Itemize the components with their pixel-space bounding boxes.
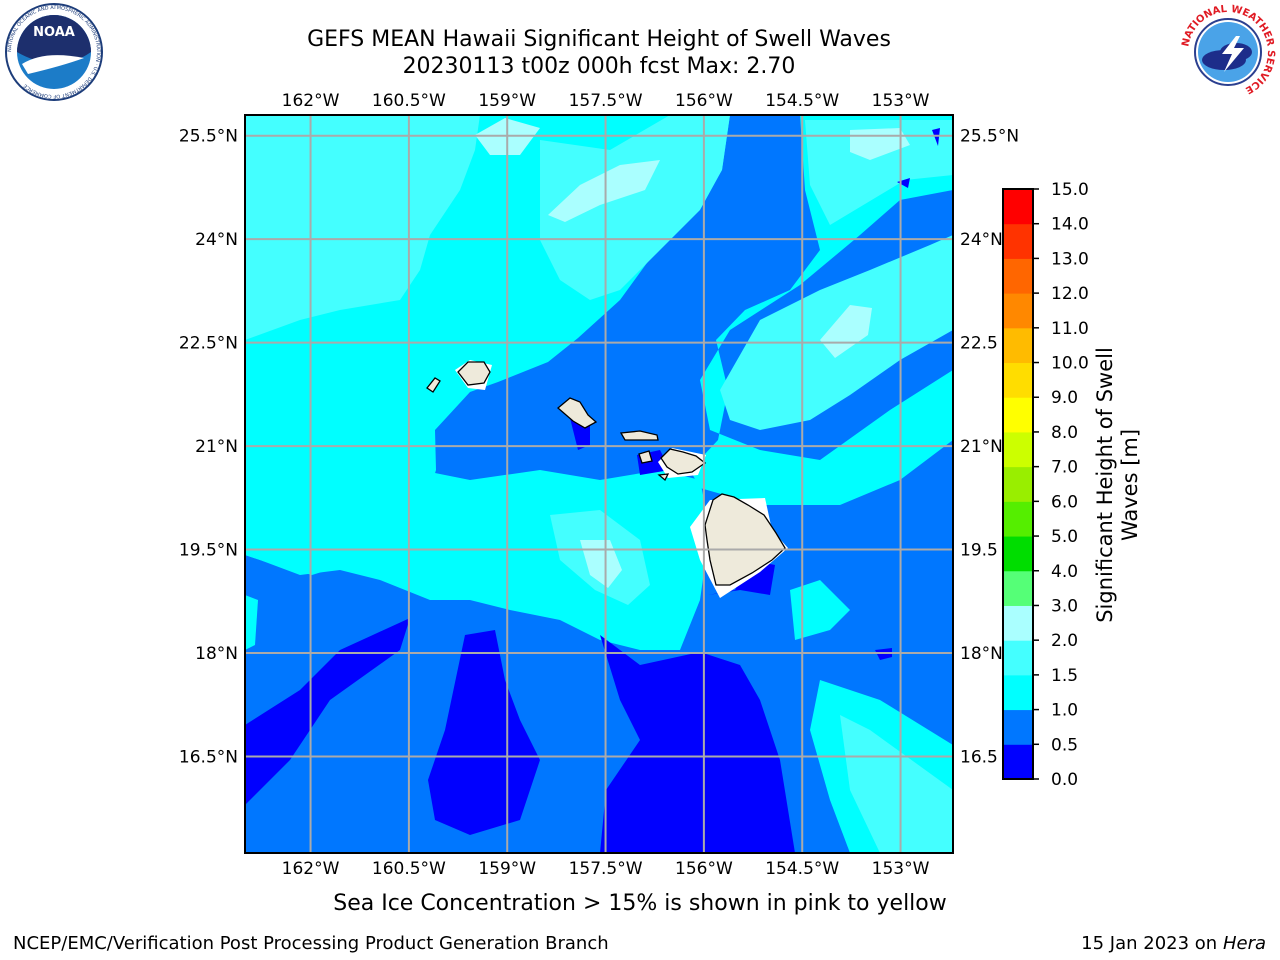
lon-tick-label-top: 153°W: [872, 91, 930, 111]
colorbar-tick-label: 0.0: [1051, 770, 1078, 790]
lat-tick-label-right: 16.5: [960, 747, 998, 767]
lon-tick-label-bottom: 153°W: [872, 859, 930, 879]
lon-tick-label-top: 159°W: [478, 91, 536, 111]
contour-0.0-0.5-south: [600, 635, 795, 853]
island-niihau: [426, 377, 441, 393]
colorbar-tick-label: 3.0: [1051, 596, 1078, 616]
lon-tick-label-bottom: 162°W: [282, 859, 340, 879]
colorbar-tick-label: 6.0: [1051, 492, 1078, 512]
colorbar-tick-label: 1.0: [1051, 701, 1078, 721]
lat-tick-label-left: 21°N: [195, 437, 238, 457]
contour-1.0-1.5-central: [245, 455, 710, 650]
colorbar-tick-label: 1.5: [1051, 666, 1078, 686]
lat-tick-label-left: 16.5°N: [179, 747, 238, 767]
colorbar-tick-label: 5.0: [1051, 527, 1078, 547]
noaa-logo: NOAA NATIONAL OCEANIC AND ATMOSPHERIC AD…: [5, 3, 103, 101]
colorbar-swatch: [1003, 744, 1033, 780]
map-title: GEFS MEAN Hawaii Significant Height of S…: [307, 27, 891, 52]
colorbar-tick-label: 0.5: [1051, 735, 1078, 755]
lat-tick-label-right: 21°N: [960, 437, 1003, 457]
nws-logo: NATIONAL WEATHER SERVICE: [1180, 4, 1276, 99]
colorbar: 0.0 0.5 1.0 1.5 2.0 3.0 4.0 5.0 6.0 7.0 8.0 9.0 10.0…: [1002, 180, 1089, 790]
lon-tick-label-top: 154.5°W: [765, 91, 839, 111]
colorbar-swatch: [1003, 570, 1033, 606]
colorbar-swatch: [1003, 293, 1033, 329]
colorbar-swatch: [1003, 397, 1033, 433]
colorbar-tick-label: 9.0: [1051, 388, 1078, 408]
island-kauai: [457, 361, 491, 386]
island-hawaii: [704, 493, 786, 586]
lat-tick-label-left: 18°N: [195, 644, 238, 664]
island-kahoolawe: [657, 473, 670, 482]
lat-tick-label-right: 22.5: [960, 334, 998, 354]
colorbar-swatch: [1003, 327, 1033, 364]
colorbar-swatch: [1003, 536, 1033, 572]
contour-2.0-3.0-east: [820, 305, 872, 358]
map-gridlines: [245, 115, 953, 853]
lat-tick-label-right: 19.5: [960, 541, 998, 561]
colorbar-swatch: [1003, 640, 1033, 676]
colorbar-tick-label: 11.0: [1051, 319, 1089, 339]
colorbar-tick-label: 14.0: [1051, 215, 1089, 235]
colorbar-tick-label: 15.0: [1051, 180, 1089, 200]
colorbar-swatch: [1003, 501, 1033, 537]
colorbar-tick-label: 4.0: [1051, 562, 1078, 582]
island-molokai: [619, 430, 659, 441]
colorbar-swatch: [1003, 223, 1033, 259]
lon-tick-label-bottom: 156°W: [675, 859, 733, 879]
island-oahu: [556, 397, 598, 429]
lat-tick-label-right: 25.5°N: [960, 127, 1019, 147]
colorbar-frame: [1002, 188, 1034, 780]
colorbar-tick-label: 10.0: [1051, 354, 1089, 374]
colorbar-swatch: [1003, 709, 1033, 745]
colorbar-tick-label: 13.0: [1051, 249, 1089, 269]
contour-0.0-0.5-west: [245, 618, 410, 805]
colorbar-swatch: [1003, 674, 1033, 711]
lat-tick-label-left: 22.5°N: [179, 334, 238, 354]
colorbar-swatch: [1003, 605, 1033, 641]
footer-date: 15 Jan 2023 on Hera: [1081, 933, 1266, 955]
footer-credit: NCEP/EMC/Verification Post Processing Pr…: [13, 933, 609, 954]
axis-tick-labels: 162°W 162°W 160.5°W 160.5°W 159°W 159°W 157.5°…: [179, 91, 1019, 879]
sea-ice-note: Sea Ice Concentration > 15% is shown in …: [333, 891, 947, 916]
lat-tick-label-left: 19.5°N: [179, 541, 238, 561]
lon-tick-label-bottom: 159°W: [478, 859, 536, 879]
colorbar-swatch: [1003, 431, 1033, 468]
colorbar-swatch: [1003, 362, 1033, 398]
colorbar-swatch: [1003, 189, 1033, 225]
map-frame: [244, 114, 954, 854]
lat-tick-label-right: 24°N: [960, 230, 1003, 250]
colorbar-tick-label: 2.0: [1051, 631, 1078, 651]
footer-date-text: 15 Jan 2023 on: [1081, 933, 1223, 954]
lon-tick-label-top: 160.5°W: [372, 91, 446, 111]
contour-2.0-3.0-north: [548, 160, 660, 222]
colorbar-swatch: [1003, 466, 1033, 502]
lat-tick-label-right: 18°N: [960, 644, 1003, 664]
lon-tick-label-top: 162°W: [282, 91, 340, 111]
island-lanai: [638, 450, 653, 464]
lon-tick-label-bottom: 157.5°W: [569, 859, 643, 879]
colorbar-tick-label: 12.0: [1051, 284, 1089, 304]
lat-tick-label-left: 25.5°N: [179, 127, 238, 147]
map-subtitle-forecast: 20230113 t00z 000h fcst Max: 2.70: [402, 54, 796, 79]
contour-1.5-2.0-northwest: [245, 115, 480, 340]
island-maui: [660, 448, 707, 475]
contour-fills: [245, 115, 953, 853]
colorbar-label: Significant Height of SwellWaves [m]: [1093, 347, 1142, 623]
footer-host: Hera: [1222, 933, 1266, 954]
lon-tick-label-top: 157.5°W: [569, 91, 643, 111]
colorbar-swatch: [1003, 258, 1033, 294]
colorbar-tick-label: 7.0: [1051, 458, 1078, 478]
lat-tick-label-left: 24°N: [195, 230, 238, 250]
lon-tick-label-bottom: 160.5°W: [372, 859, 446, 879]
lon-tick-label-bottom: 154.5°W: [765, 859, 839, 879]
lon-tick-label-top: 156°W: [675, 91, 733, 111]
noaa-logo-text: NOAA: [33, 25, 75, 40]
colorbar-tick-label: 8.0: [1051, 423, 1078, 443]
